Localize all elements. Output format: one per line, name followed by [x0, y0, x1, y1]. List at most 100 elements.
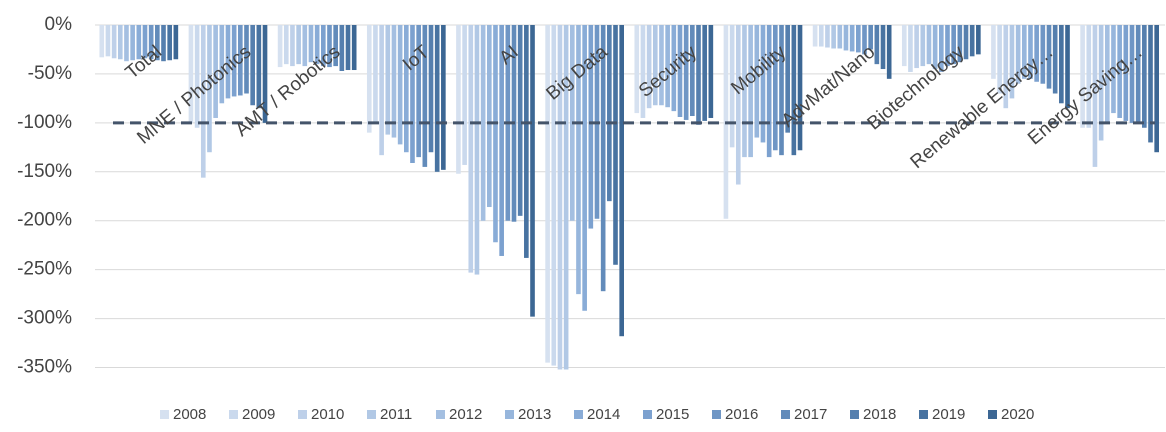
bar: [791, 25, 797, 156]
legend-label: 2015: [656, 406, 689, 423]
bar: [308, 25, 314, 63]
bar: [207, 25, 212, 153]
bar: [231, 25, 237, 97]
bar: [1111, 25, 1116, 114]
y-tick-label: -150%: [17, 161, 72, 182]
legend-swatch: [229, 410, 238, 419]
bar: [99, 25, 105, 58]
bar: [785, 25, 790, 133]
bar: [462, 25, 467, 165]
bar: [760, 25, 766, 143]
bar: [1098, 25, 1104, 141]
legend-swatch: [919, 410, 928, 419]
bar: [576, 25, 581, 295]
bar: [886, 25, 892, 79]
bar: [932, 25, 938, 70]
bar: [825, 25, 830, 48]
bar: [1028, 25, 1033, 79]
bar: [677, 25, 683, 117]
bar: [524, 25, 529, 258]
bar: [277, 25, 283, 68]
bar: [385, 25, 391, 135]
bar: [1059, 25, 1064, 104]
bar: [321, 25, 326, 67]
bar: [735, 25, 741, 185]
bar: [314, 25, 320, 65]
bar: [422, 25, 428, 167]
bar: [1003, 25, 1009, 109]
bar: [225, 25, 231, 99]
bar: [997, 25, 1002, 94]
bar: [582, 25, 587, 311]
bar: [397, 25, 403, 145]
bar: [991, 25, 996, 79]
bar: [849, 25, 855, 52]
bar: [200, 25, 206, 178]
bar: [908, 25, 913, 72]
legend-label: 2016: [725, 406, 758, 423]
bar: [619, 25, 624, 337]
bar: [302, 25, 308, 67]
bar: [188, 25, 194, 123]
bar: [914, 25, 919, 69]
legend-swatch: [298, 410, 307, 419]
bar: [551, 25, 557, 366]
bar: [373, 25, 378, 123]
bar: [1117, 25, 1122, 118]
legend-label: 2014: [587, 406, 620, 423]
bar: [868, 25, 873, 50]
y-tick-label: -300%: [17, 308, 72, 329]
bar: [779, 25, 784, 156]
bar: [327, 25, 332, 68]
bar: [493, 25, 498, 243]
bar: [748, 25, 753, 158]
bar: [646, 25, 652, 109]
bar: [530, 25, 535, 317]
bar: [434, 25, 440, 172]
bar: [683, 25, 689, 120]
bar: [831, 25, 836, 49]
bar: [665, 25, 670, 108]
bar: [1092, 25, 1098, 167]
bar: [963, 25, 969, 60]
y-tick-label: 0%: [45, 14, 73, 35]
bar: [945, 25, 950, 67]
bar: [951, 25, 956, 65]
bar: [474, 25, 480, 275]
bar: [366, 25, 372, 133]
y-tick-label: -100%: [17, 112, 72, 133]
y-tick-label: -250%: [17, 259, 72, 280]
bar: [1021, 25, 1027, 79]
bar: [652, 25, 658, 106]
bar: [797, 25, 803, 151]
bar: [1104, 25, 1110, 123]
bar: [659, 25, 664, 106]
bar: [766, 25, 772, 158]
bar: [843, 25, 849, 51]
legend-swatch: [367, 410, 376, 419]
bar: [117, 25, 123, 60]
bar: [640, 25, 646, 118]
bar: [920, 25, 926, 67]
bar: [155, 25, 160, 61]
legend-swatch: [643, 410, 652, 419]
bar: [742, 25, 747, 158]
bar: [588, 25, 594, 229]
bar: [880, 25, 886, 70]
legend-swatch: [712, 410, 721, 419]
bar: [194, 25, 200, 128]
legend-label: 2009: [242, 406, 275, 423]
legend-label: 2018: [863, 406, 896, 423]
bar: [213, 25, 218, 118]
bar: [901, 25, 907, 67]
legend-label: 2008: [173, 406, 206, 423]
legend-label: 2011: [380, 406, 412, 423]
bar: [557, 25, 563, 370]
bar: [1065, 25, 1070, 109]
y-tick-label: -350%: [17, 357, 72, 378]
bar: [1148, 25, 1153, 143]
bar: [690, 25, 695, 117]
bar: [339, 25, 345, 71]
bar: [976, 25, 981, 55]
